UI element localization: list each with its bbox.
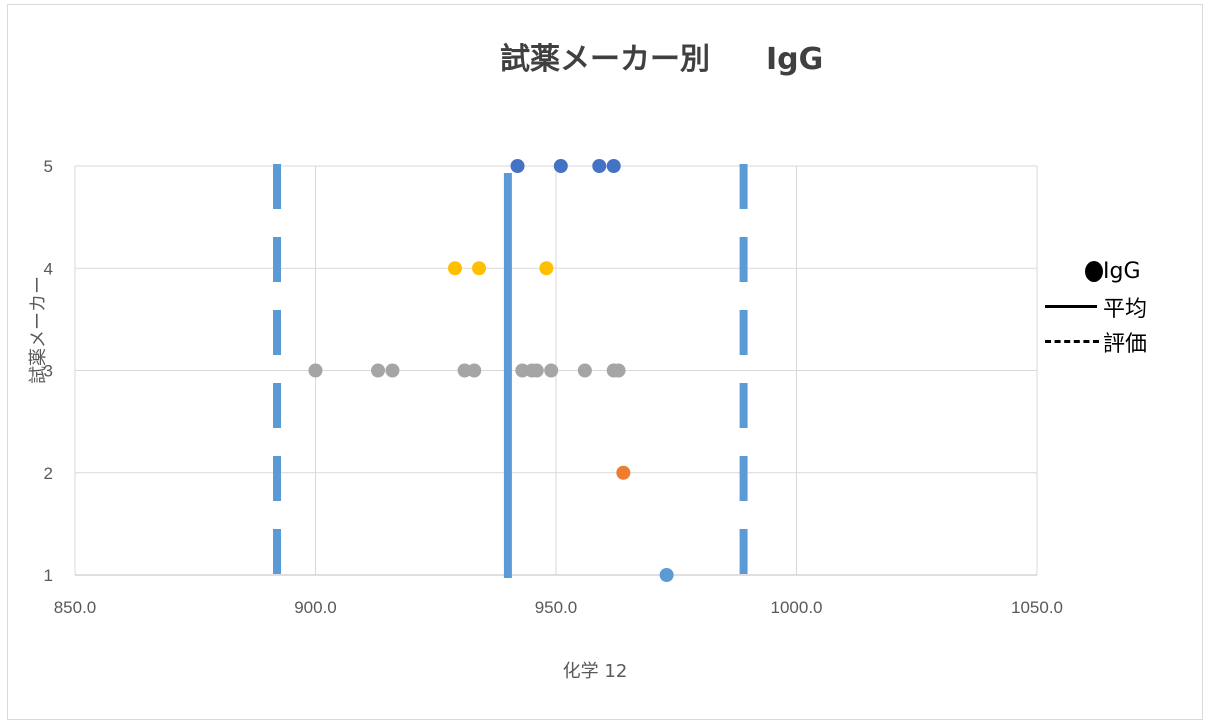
y-tick-label: 2 — [44, 464, 53, 483]
legend-marker-dashed-line — [1045, 340, 1099, 343]
data-point — [385, 363, 400, 378]
data-point — [467, 363, 482, 378]
data-point — [457, 363, 472, 378]
x-tick-label: 850.0 — [54, 598, 97, 617]
y-tick-label: 4 — [44, 259, 53, 278]
chart-title-sub: IgG — [766, 42, 824, 77]
y-tick-labels: 1 2 3 4 5 — [44, 157, 53, 585]
y-tick-label: 5 — [44, 157, 53, 176]
x-tick-labels: 850.0 900.0 950.0 1000.0 1050.0 — [54, 598, 1063, 617]
data-point — [510, 159, 525, 173]
chart-title-main: 試薬メーカー別 — [500, 42, 710, 77]
legend-marker-dot — [1085, 261, 1103, 282]
y-axis-label: 試薬メーカー — [28, 276, 49, 384]
legend-label: 評価 — [1103, 331, 1148, 357]
data-point — [515, 363, 530, 378]
data-point — [544, 363, 559, 378]
data-point — [308, 363, 323, 378]
x-tick-label: 900.0 — [294, 598, 337, 617]
x-tick-label: 1000.0 — [771, 598, 823, 617]
x-axis-label: 化学 12 — [563, 661, 628, 682]
legend-marker-solid-line — [1045, 305, 1097, 308]
data-point — [529, 363, 544, 378]
data-point — [606, 159, 621, 173]
chart-title: 試薬メーカー別 IgG — [500, 34, 823, 78]
data-points — [308, 159, 674, 582]
data-point — [447, 261, 462, 276]
x-tick-label: 950.0 — [535, 598, 578, 617]
data-point — [539, 261, 554, 276]
x-tick-label: 1050.0 — [1011, 598, 1063, 617]
data-point — [616, 465, 631, 480]
legend-label: 平均 — [1103, 296, 1148, 322]
chart-frame — [7, 4, 1203, 720]
legend-item-igg: IgG — [1045, 254, 1147, 289]
data-point — [592, 159, 607, 173]
legend: IgG 平均 評価 — [1045, 254, 1147, 359]
y-tick-label: 3 — [44, 362, 53, 381]
legend-item-average: 平均 — [1045, 289, 1147, 324]
data-point — [577, 363, 592, 378]
data-point — [553, 159, 568, 173]
data-point — [659, 568, 674, 582]
data-point — [611, 363, 626, 378]
legend-label: IgG — [1103, 259, 1141, 284]
data-point — [472, 261, 487, 276]
legend-item-evaluation: 評価 — [1045, 324, 1147, 359]
reference-lines — [273, 164, 748, 578]
y-tick-label: 1 — [44, 566, 53, 585]
data-point — [371, 363, 386, 378]
